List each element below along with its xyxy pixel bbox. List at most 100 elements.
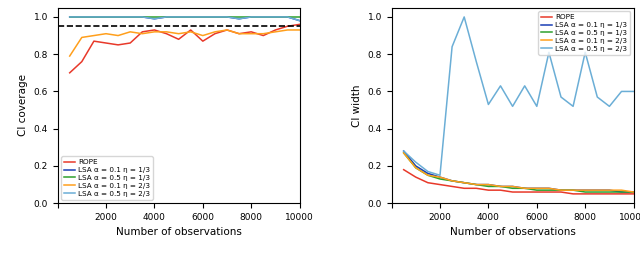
LSA α = 0.1 η = 2/3 [296, 28, 303, 31]
LSA α = 0.1 η = 2/3 [509, 185, 516, 188]
LSA α = 0.1 η = 1/3 [102, 15, 110, 19]
Line: LSA α = 0.5 η = 1/3: LSA α = 0.5 η = 1/3 [404, 153, 634, 192]
LSA α = 0.5 η = 2/3 [284, 15, 291, 19]
LSA α = 0.1 η = 2/3 [126, 30, 134, 33]
LSA α = 0.1 η = 1/3 [90, 15, 98, 19]
ROPE [533, 190, 541, 194]
LSA α = 0.5 η = 2/3 [223, 15, 231, 19]
LSA α = 0.5 η = 2/3 [593, 96, 601, 99]
LSA α = 0.5 η = 1/3 [284, 15, 291, 19]
LSA α = 0.1 η = 2/3 [521, 187, 529, 190]
ROPE [115, 43, 122, 46]
LSA α = 0.1 η = 1/3 [460, 181, 468, 184]
ROPE [187, 28, 195, 31]
LSA α = 0.5 η = 1/3 [545, 189, 553, 192]
LSA α = 0.5 η = 1/3 [460, 181, 468, 184]
LSA α = 0.1 η = 1/3 [605, 189, 613, 192]
LSA α = 0.5 η = 2/3 [296, 19, 303, 22]
LSA α = 0.5 η = 1/3 [412, 166, 420, 169]
LSA α = 0.5 η = 2/3 [115, 15, 122, 19]
LSA α = 0.5 η = 1/3 [126, 15, 134, 19]
ROPE [248, 30, 255, 33]
LSA α = 0.1 η = 1/3 [436, 176, 444, 179]
ROPE [484, 189, 492, 192]
LSA α = 0.1 η = 1/3 [472, 183, 480, 186]
Y-axis label: CI coverage: CI coverage [18, 74, 28, 136]
LSA α = 0.5 η = 1/3 [102, 15, 110, 19]
LSA α = 0.5 η = 1/3 [593, 190, 601, 194]
LSA α = 0.1 η = 2/3 [533, 187, 541, 190]
LSA α = 0.5 η = 1/3 [211, 15, 219, 19]
ROPE [90, 40, 98, 43]
LSA α = 0.1 η = 1/3 [175, 15, 182, 19]
LSA α = 0.1 η = 1/3 [545, 187, 553, 190]
LSA α = 0.5 η = 2/3 [545, 51, 553, 54]
LSA α = 0.5 η = 2/3 [472, 60, 480, 63]
LSA α = 0.1 η = 1/3 [581, 189, 589, 192]
LSA α = 0.5 η = 2/3 [581, 51, 589, 54]
ROPE [126, 41, 134, 44]
LSA α = 0.1 η = 1/3 [533, 187, 541, 190]
ROPE [296, 23, 303, 26]
ROPE [199, 40, 207, 43]
ROPE [78, 60, 86, 63]
Line: LSA α = 0.5 η = 2/3: LSA α = 0.5 η = 2/3 [70, 17, 300, 21]
ROPE [284, 25, 291, 28]
LSA α = 0.1 η = 2/3 [557, 189, 565, 192]
LSA α = 0.5 η = 2/3 [211, 15, 219, 19]
LSA α = 0.1 η = 1/3 [618, 190, 625, 194]
LSA α = 0.5 η = 1/3 [400, 151, 408, 154]
LSA α = 0.1 η = 2/3 [223, 28, 231, 31]
LSA α = 0.1 η = 1/3 [593, 189, 601, 192]
LSA α = 0.5 η = 2/3 [557, 96, 565, 99]
LSA α = 0.1 η = 2/3 [400, 151, 408, 154]
LSA α = 0.5 η = 2/3 [569, 105, 577, 108]
ROPE [593, 192, 601, 195]
LSA α = 0.5 η = 2/3 [199, 15, 207, 19]
LSA α = 0.5 η = 1/3 [115, 15, 122, 19]
LSA α = 0.5 η = 2/3 [424, 170, 432, 173]
ROPE [472, 187, 480, 190]
LSA α = 0.1 η = 1/3 [115, 15, 122, 19]
LSA α = 0.5 η = 1/3 [521, 187, 529, 190]
LSA α = 0.5 η = 1/3 [163, 15, 170, 19]
LSA α = 0.1 η = 2/3 [138, 32, 146, 35]
LSA α = 0.5 η = 2/3 [126, 15, 134, 19]
LSA α = 0.5 η = 1/3 [271, 15, 279, 19]
LSA α = 0.1 η = 1/3 [424, 172, 432, 175]
ROPE [605, 192, 613, 195]
LSA α = 0.5 η = 2/3 [436, 174, 444, 177]
LSA α = 0.1 η = 2/3 [448, 179, 456, 182]
ROPE [66, 71, 74, 74]
LSA α = 0.1 η = 1/3 [557, 189, 565, 192]
ROPE [460, 187, 468, 190]
LSA α = 0.1 η = 1/3 [284, 15, 291, 19]
LSA α = 0.1 η = 2/3 [460, 181, 468, 184]
ROPE [424, 181, 432, 184]
LSA α = 0.5 η = 1/3 [199, 15, 207, 19]
LSA α = 0.5 η = 2/3 [412, 161, 420, 164]
LSA α = 0.5 η = 1/3 [259, 15, 267, 19]
LSA α = 0.1 η = 1/3 [78, 15, 86, 19]
LSA α = 0.1 η = 1/3 [150, 17, 158, 20]
LSA α = 0.5 η = 2/3 [630, 90, 637, 93]
LSA α = 0.5 η = 2/3 [248, 15, 255, 19]
LSA α = 0.1 η = 1/3 [569, 189, 577, 192]
LSA α = 0.1 η = 2/3 [271, 30, 279, 33]
ROPE [271, 28, 279, 31]
LSA α = 0.5 η = 1/3 [605, 190, 613, 194]
LSA α = 0.1 η = 1/3 [138, 15, 146, 19]
LSA α = 0.1 η = 1/3 [223, 15, 231, 19]
LSA α = 0.1 η = 2/3 [436, 176, 444, 179]
LSA α = 0.5 η = 2/3 [533, 105, 541, 108]
LSA α = 0.1 η = 2/3 [605, 189, 613, 192]
LSA α = 0.5 η = 1/3 [296, 15, 303, 19]
LSA α = 0.1 η = 2/3 [593, 189, 601, 192]
LSA α = 0.5 η = 1/3 [138, 15, 146, 19]
LSA α = 0.1 η = 1/3 [236, 17, 243, 20]
LSA α = 0.1 η = 2/3 [497, 185, 504, 188]
LSA α = 0.5 η = 1/3 [187, 15, 195, 19]
Y-axis label: CI width: CI width [352, 84, 362, 127]
LSA α = 0.5 η = 1/3 [509, 187, 516, 190]
LSA α = 0.5 η = 2/3 [509, 105, 516, 108]
